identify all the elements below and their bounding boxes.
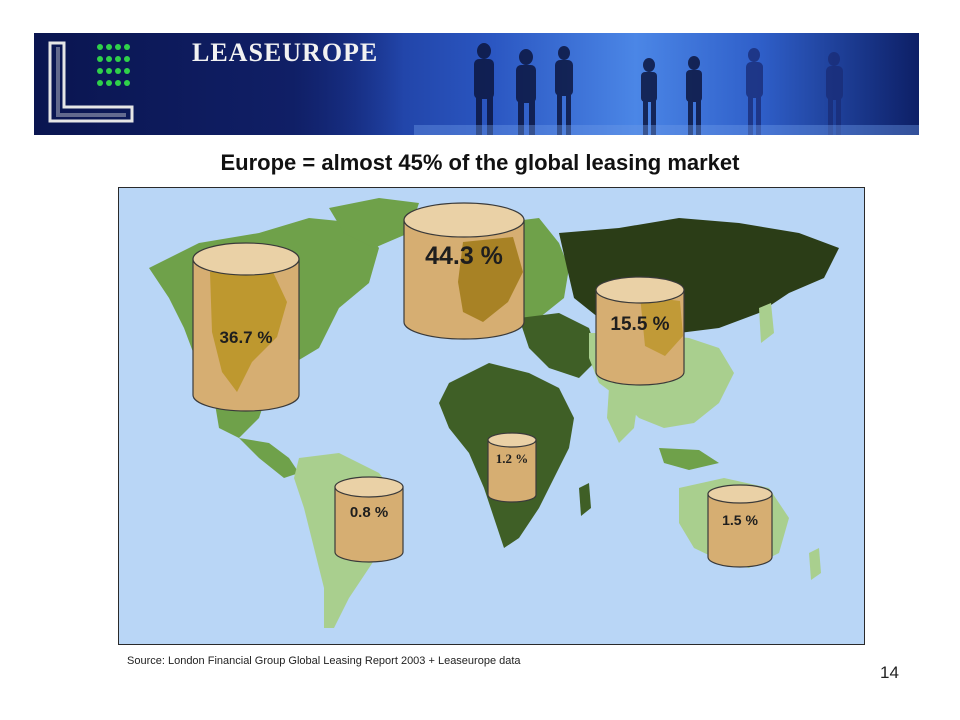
page-number: 14: [880, 663, 899, 682]
central-america-region: [239, 438, 299, 478]
cylinder-asia: 15.5 %: [595, 276, 685, 386]
middle-east-region: [519, 313, 599, 378]
indonesia-region: [659, 448, 719, 470]
cylinder-icon: [595, 276, 685, 386]
share-label: 44.3 %: [425, 242, 503, 270]
cylinder-icon: [403, 202, 525, 340]
new-zealand-region: [809, 548, 821, 580]
slide-title: Europe = almost 45% of the global leasin…: [220, 150, 740, 175]
share-label: 15.5 %: [610, 314, 670, 335]
cylinder-icon: [487, 432, 537, 503]
leaseurope-logo-icon: [48, 41, 134, 123]
cylinder-europe: 44.3 %: [403, 202, 525, 340]
cylinder-icon: [707, 484, 773, 568]
cylinder-icon: [334, 476, 404, 563]
india-region: [607, 388, 639, 443]
source-note: Source: London Financial Group Global Le…: [127, 655, 521, 667]
cylinder-africa: 1.2 %: [487, 432, 537, 504]
japan-region: [759, 303, 774, 343]
share-label: 0.8 %: [349, 504, 389, 521]
business-people-icon: [414, 43, 919, 135]
madagascar-region: [579, 483, 591, 516]
cylinder-south-america: 0.8 %: [334, 476, 404, 564]
header-banner: LEASEUROPE: [34, 33, 919, 135]
cylinder-north-america: 36.7 %: [192, 242, 300, 412]
greenland-region: [329, 198, 419, 248]
share-label: 36.7 %: [219, 328, 273, 347]
cylinder-icon: [192, 242, 300, 412]
share-label: 1.2 %: [495, 451, 529, 466]
brand-name: LEASEUROPE: [192, 38, 379, 67]
banner-left-panel: [34, 33, 404, 135]
cylinder-oceania: 1.5 %: [707, 484, 773, 568]
share-label: 1.5 %: [722, 512, 758, 528]
